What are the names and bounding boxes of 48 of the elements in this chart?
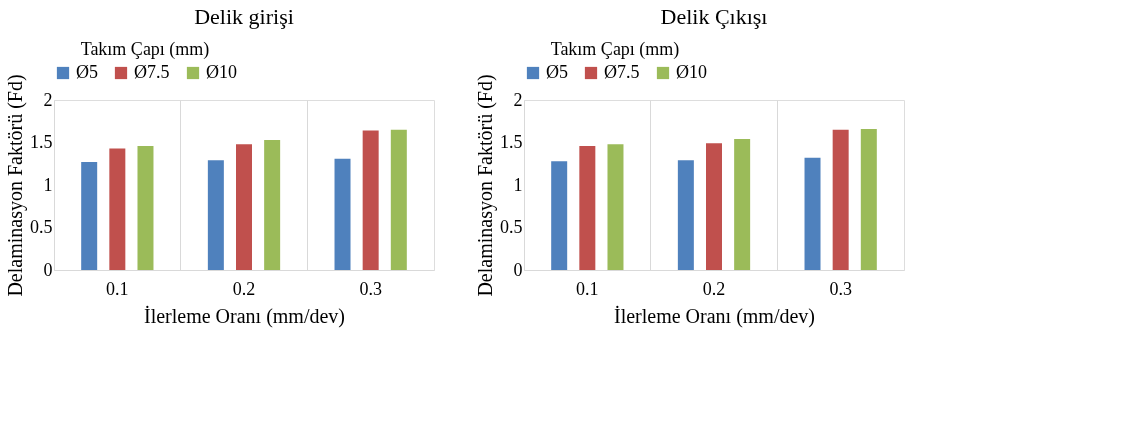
legend-label: Ø10 [206, 62, 237, 82]
y-tick-label: 0 [43, 259, 53, 280]
bar [804, 157, 821, 270]
y-tick-label: 1.5 [500, 132, 523, 152]
bar [264, 139, 281, 270]
y-tick-label: 1.5 [30, 132, 53, 152]
legend-title: Takım Çapı (mm) [80, 39, 210, 60]
chart-title: Delik girişi [194, 4, 294, 29]
y-tick-label: 2 [43, 89, 53, 110]
y-tick-label: 0 [513, 259, 523, 280]
x-tick-label: 0.1 [106, 278, 129, 299]
bar [551, 161, 568, 270]
y-axis-title: Delaminasyon Faktörü (Fd) [4, 74, 27, 297]
y-tick-label: 0.5 [500, 217, 523, 237]
legend-label: Ø10 [676, 62, 707, 82]
legend-label: Ø7.5 [134, 62, 170, 82]
chart-title: Delik Çıkışı [660, 4, 768, 29]
x-tick-label: 0.2 [232, 278, 256, 299]
bar [734, 139, 751, 270]
x-tick-label: 0.2 [702, 278, 726, 299]
bar [677, 160, 694, 270]
x-axis-title: İlerleme Oranı (mm/dev) [613, 304, 816, 328]
x-axis-title: İlerleme Oranı (mm/dev) [143, 304, 346, 328]
legend-label: Ø5 [546, 62, 568, 82]
bar [81, 162, 98, 270]
y-axis-title: Delaminasyon Faktörü (Fd) [474, 74, 497, 297]
legend-label: Ø5 [76, 62, 98, 82]
y-tick-label: 1 [43, 174, 53, 195]
bar [236, 144, 252, 270]
x-tick-label: 0.3 [829, 278, 852, 299]
y-tick-label: 1 [513, 174, 523, 195]
bar [860, 128, 877, 270]
bar [334, 158, 351, 270]
bar [579, 145, 596, 270]
bar [207, 160, 224, 270]
x-tick-label: 0.3 [359, 278, 382, 299]
bar [390, 129, 407, 270]
bar [706, 143, 722, 270]
bar [362, 130, 379, 270]
bar [607, 144, 624, 270]
y-tick-label: 0.5 [30, 217, 53, 237]
legend-title: Takım Çapı (mm) [550, 39, 680, 60]
x-tick-label: 0.1 [576, 278, 599, 299]
y-tick-label: 2 [513, 89, 523, 110]
legend-label: Ø7.5 [604, 62, 640, 82]
bar [137, 145, 154, 270]
bar [109, 148, 126, 270]
bar [832, 129, 849, 270]
